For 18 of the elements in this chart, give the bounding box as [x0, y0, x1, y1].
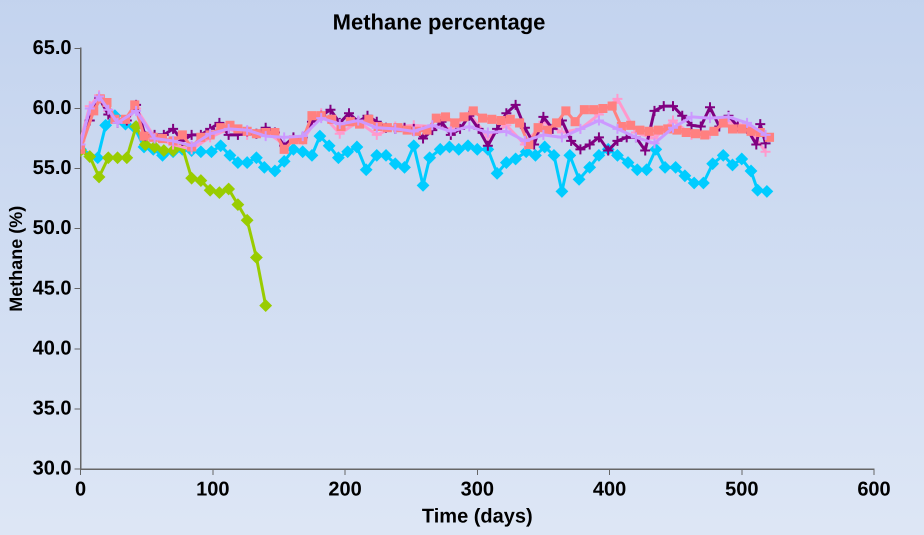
- y-tick-label: 30.0: [32, 458, 72, 480]
- y-tick-label: 45.0: [32, 277, 72, 300]
- x-tick-label: 400: [592, 478, 626, 501]
- x-axis-title: Time (days): [422, 506, 533, 528]
- x-tick-label: 200: [328, 478, 362, 501]
- y-tick-label: 65.0: [32, 36, 72, 59]
- chart-title: Methane percentage: [332, 9, 546, 34]
- x-tick-label: 600: [857, 478, 891, 501]
- y-tick-label: 35.0: [32, 397, 72, 420]
- y-axis-title: Methane (%): [6, 206, 26, 312]
- x-tick-label: 100: [196, 478, 230, 501]
- y-tick-label: 55.0: [32, 157, 72, 180]
- y-tick-label: 60.0: [32, 97, 72, 119]
- y-tick-label: 50.0: [32, 217, 72, 240]
- x-tick-label: 0: [74, 478, 86, 501]
- x-tick-label: 300: [460, 478, 494, 501]
- x-tick-label: 500: [725, 478, 758, 501]
- y-tick-label: 40.0: [32, 337, 72, 360]
